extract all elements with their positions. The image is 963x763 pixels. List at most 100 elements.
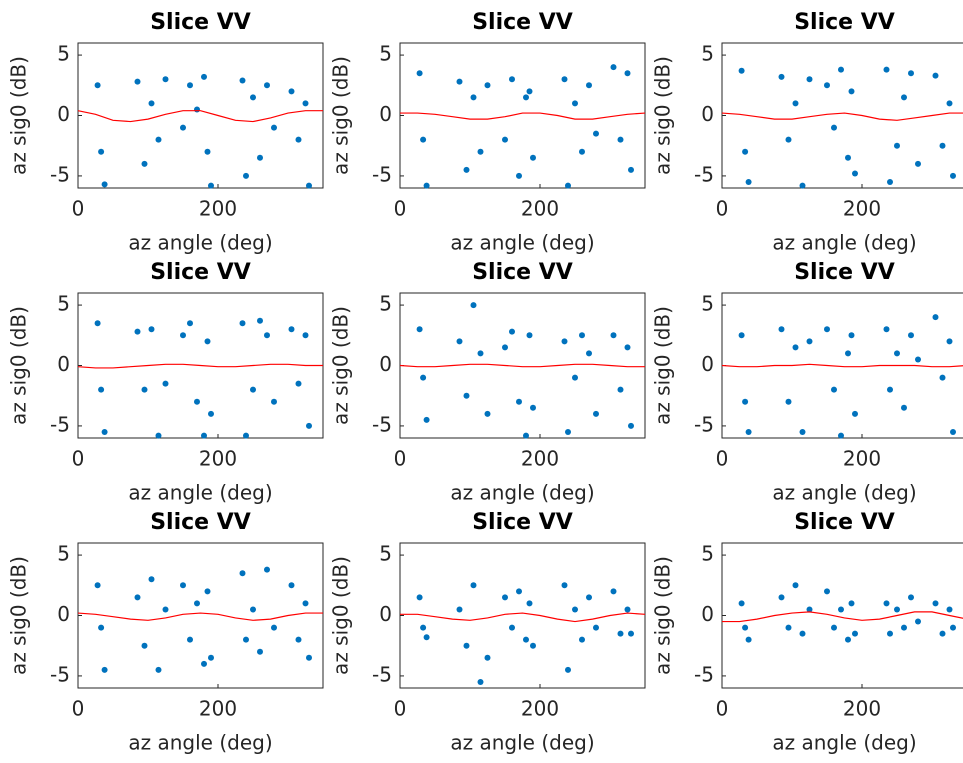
y-axis-label: az sig0 (dB)	[329, 56, 353, 175]
scatter-point	[162, 380, 169, 387]
scatter-point	[778, 73, 785, 80]
scatter-point	[785, 398, 792, 405]
scatter-point	[98, 148, 105, 155]
y-tick-label: 0	[57, 352, 70, 376]
scatter-point	[745, 428, 752, 435]
scatter-point	[593, 130, 599, 137]
scatter-point	[162, 76, 169, 83]
scatter-point	[463, 166, 470, 173]
fit-line	[400, 612, 646, 623]
chart-title: Slice VV	[472, 10, 573, 35]
y-tick-label: -5	[50, 162, 70, 186]
scatter-point	[586, 350, 592, 357]
x-tick-label: 0	[716, 697, 729, 721]
y-axis-label: az sig0 (dB)	[7, 306, 31, 425]
scatter-point	[883, 326, 890, 333]
scatter-point	[593, 624, 599, 631]
scatter-point	[785, 136, 792, 143]
scatter-point	[950, 172, 956, 179]
scatter-point	[502, 136, 508, 143]
scatter-point	[98, 624, 105, 631]
y-tick-label: 5	[701, 292, 714, 316]
y-tick-label: -5	[372, 162, 392, 186]
scatter-point	[915, 160, 921, 167]
x-tick-label: 0	[394, 697, 407, 721]
y-tick-label: 5	[379, 542, 392, 566]
y-tick-label: 0	[379, 102, 392, 126]
scatter-point	[264, 566, 270, 573]
scatter-point	[950, 428, 956, 435]
scatter-point	[628, 166, 634, 173]
scatter-point	[250, 94, 256, 101]
scatter-point	[477, 678, 484, 685]
scatter-point	[194, 398, 200, 405]
y-axis-label: az sig0 (dB)	[7, 56, 31, 175]
scatter-point	[141, 160, 148, 167]
y-axis-label: az sig0 (dB)	[651, 306, 675, 425]
scatter-point	[579, 148, 585, 155]
scatter-point	[799, 182, 806, 189]
scatter-point	[526, 600, 533, 607]
x-tick-label: 0	[716, 197, 729, 221]
scatter-point	[470, 94, 477, 101]
scatter-point	[845, 154, 851, 161]
scatter-point	[806, 76, 813, 83]
scatter-point	[915, 618, 921, 625]
scatter-point	[302, 100, 309, 107]
scatter-point	[201, 73, 207, 80]
scatter-point	[848, 332, 855, 339]
chart-title: Slice VV	[794, 510, 895, 535]
scatter-point	[420, 136, 427, 143]
scatter-point	[848, 88, 855, 95]
scatter-point	[295, 136, 302, 143]
scatter-point	[257, 317, 263, 324]
scatter-point	[250, 386, 256, 393]
scatter-point	[901, 624, 907, 631]
scatter-point	[806, 338, 813, 345]
y-tick-label: 5	[379, 292, 392, 316]
scatter-point	[423, 416, 430, 423]
scatter-point	[792, 100, 799, 107]
x-tick-label: 0	[72, 197, 85, 221]
scatter-point	[155, 136, 162, 143]
scatter-point	[416, 594, 423, 601]
y-axis-label: az sig0 (dB)	[329, 306, 353, 425]
scatter-point	[502, 344, 508, 351]
scatter-point	[565, 182, 571, 189]
scatter-point	[523, 636, 529, 643]
axes-box	[721, 292, 963, 439]
scatter-point	[561, 582, 568, 589]
x-axis-label: az angle (deg)	[128, 231, 272, 255]
scatter-point	[243, 172, 249, 179]
scatter-point	[194, 106, 200, 113]
scatter-point	[484, 410, 491, 417]
axes-box	[399, 542, 646, 689]
fit-line	[77, 363, 323, 369]
scatter-point	[509, 624, 515, 631]
fit-line	[721, 363, 963, 368]
scatter-point	[470, 302, 477, 309]
x-tick-label: 0	[716, 447, 729, 471]
scatter-point	[946, 606, 953, 613]
scatter-point	[792, 582, 799, 589]
scatter-point	[932, 600, 939, 607]
scatter-point	[148, 100, 155, 107]
y-tick-label: 5	[57, 42, 70, 66]
y-tick-label: 5	[379, 42, 392, 66]
scatter-point	[101, 428, 108, 435]
scatter-point	[579, 636, 585, 643]
scatter-point	[530, 404, 536, 411]
scatter-point	[306, 422, 312, 429]
scatter-point	[593, 410, 599, 417]
scatter-point	[745, 178, 752, 185]
scatter-point	[908, 594, 914, 601]
axes-box	[77, 542, 324, 689]
scatter-point	[148, 326, 155, 333]
scatter-point	[477, 148, 484, 155]
x-axis-label: az angle (deg)	[772, 731, 916, 755]
scatter-point	[742, 398, 749, 405]
y-axis-label: az sig0 (dB)	[651, 556, 675, 675]
